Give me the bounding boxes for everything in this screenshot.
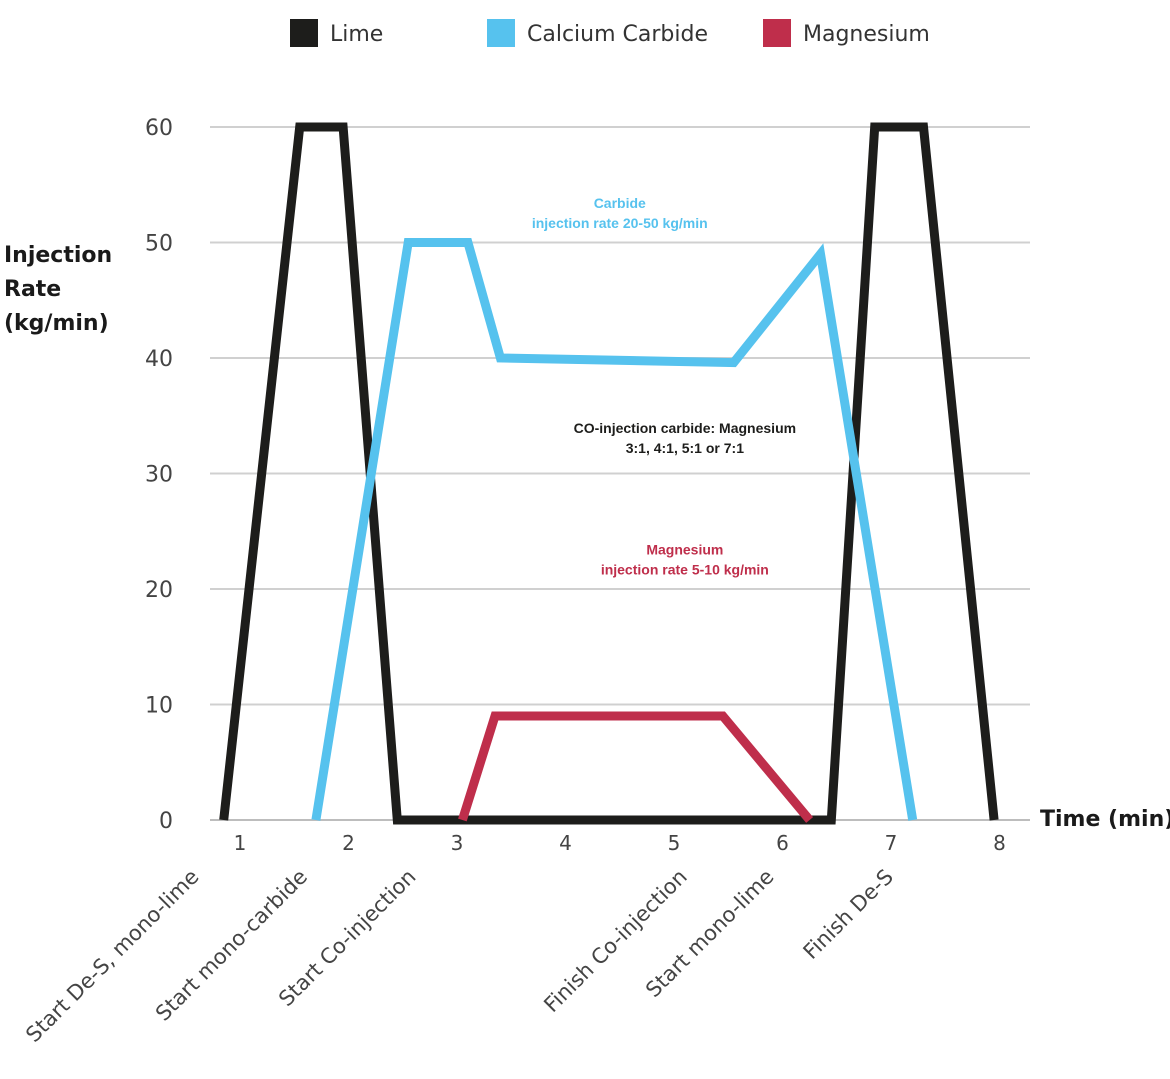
legend: Lime Calcium Carbide Magnesium <box>290 19 930 47</box>
legend-label-calcium-carbide: Calcium Carbide <box>527 22 708 47</box>
y-tick-label: 10 <box>145 694 173 719</box>
y-tick-label: 0 <box>159 809 173 834</box>
event-label: Finish Co-injection <box>539 865 691 1017</box>
x-tick-labels: 1 2 3 4 5 6 7 8 <box>234 831 1006 855</box>
x-tick-label: 7 <box>885 831 898 855</box>
series-lines <box>219 122 999 825</box>
y-tick-label: 60 <box>145 116 173 141</box>
series-line-magnesium <box>458 711 814 823</box>
event-label: Finish De-S <box>799 865 898 964</box>
annotation-text: injection rate 20-50 kg/min <box>532 215 708 231</box>
y-tick-labels: 0 10 20 30 40 50 60 <box>145 116 173 834</box>
y-tick-label: 20 <box>145 578 173 603</box>
y-axis-title-line: Rate <box>4 277 61 302</box>
legend-swatch-magnesium <box>763 19 791 47</box>
event-label: Start De-S, mono-lime <box>21 865 203 1047</box>
y-tick-label: 30 <box>145 463 173 488</box>
x-tick-label: 3 <box>451 831 464 855</box>
x-tick-label: 1 <box>234 831 247 855</box>
annotation-text: Magnesium <box>646 541 723 557</box>
y-axis-title: Injection Rate (kg/min) <box>4 243 112 336</box>
x-axis-title: Time (min) <box>1040 807 1170 832</box>
annotation-text: injection rate 5-10 kg/min <box>601 561 769 577</box>
legend-label-magnesium: Magnesium <box>803 22 930 47</box>
legend-label-lime: Lime <box>330 22 383 47</box>
y-axis-title-line: Injection <box>4 243 112 268</box>
x-tick-label: 8 <box>993 831 1006 855</box>
legend-swatch-calcium-carbide <box>487 19 515 47</box>
y-axis-title-line: (kg/min) <box>4 311 109 336</box>
annotation-text: Carbide <box>594 195 646 211</box>
annotation-text: CO-injection carbide: Magnesium <box>574 420 796 436</box>
legend-swatch-lime <box>290 19 318 47</box>
x-tick-label: 6 <box>776 831 789 855</box>
x-tick-label: 5 <box>668 831 681 855</box>
y-tick-label: 50 <box>145 232 173 257</box>
y-tick-label: 40 <box>145 347 173 372</box>
x-tick-label: 4 <box>559 831 572 855</box>
annotations: Carbide injection rate 20-50 kg/min CO-inj… <box>532 195 796 577</box>
annotation-text: 3:1, 4:1, 5:1 or 7:1 <box>626 440 744 456</box>
series-line-lime <box>219 122 999 825</box>
series-line-calcium-carbide <box>311 238 918 821</box>
x-tick-label: 2 <box>342 831 355 855</box>
